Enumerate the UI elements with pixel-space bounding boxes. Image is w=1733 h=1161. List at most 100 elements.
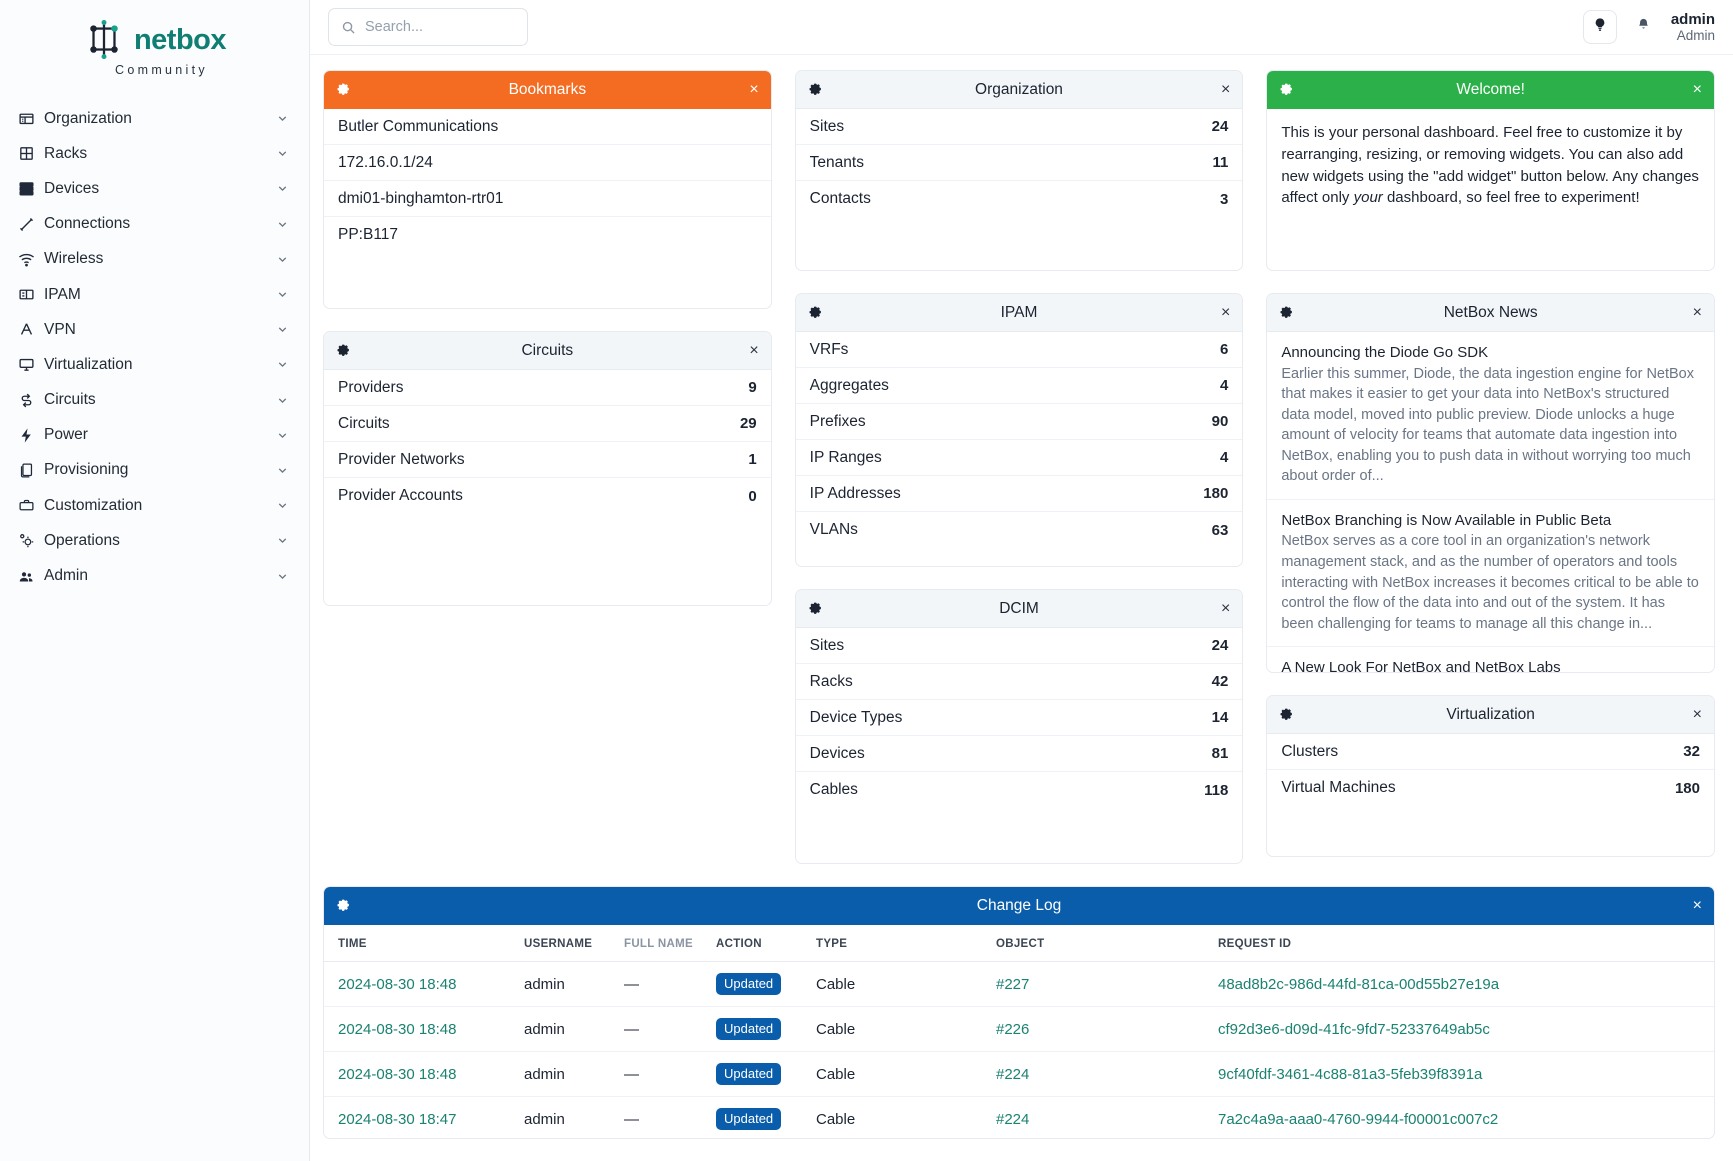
close-icon[interactable]: ×: [1692, 705, 1702, 723]
gear-icon[interactable]: [336, 898, 351, 913]
gear-icon[interactable]: [808, 305, 823, 320]
close-icon[interactable]: ×: [1692, 896, 1702, 914]
stat-row[interactable]: Aggregates 4: [795, 368, 1243, 404]
sidebar-item-devices[interactable]: Devices: [0, 171, 309, 206]
stat-label[interactable]: VLANs: [809, 521, 858, 538]
sidebar-item-racks[interactable]: Racks: [0, 136, 309, 171]
stat-row[interactable]: Circuits 29: [324, 406, 771, 442]
column-header-type[interactable]: TYPE: [802, 925, 982, 962]
sidebar-item-ipam[interactable]: IPAM: [0, 277, 309, 312]
sidebar-item-circuits[interactable]: Circuits: [0, 383, 309, 418]
bookmark-item[interactable]: dmi01-binghamton-rtr01: [324, 181, 771, 217]
stat-row[interactable]: Tenants 11: [795, 145, 1243, 181]
user-menu[interactable]: admin Admin: [1671, 11, 1715, 44]
changelog-object[interactable]: #224: [996, 1110, 1030, 1128]
theme-toggle-button[interactable]: [1582, 10, 1617, 44]
stat-label[interactable]: Providers: [338, 378, 404, 396]
stat-label[interactable]: Prefixes: [809, 412, 866, 430]
sidebar-item-customization[interactable]: Customization: [0, 488, 309, 523]
stat-row[interactable]: Contacts 3: [796, 181, 1243, 217]
sidebar-item-wireless[interactable]: Wireless: [0, 242, 309, 277]
stat-label[interactable]: Sites: [809, 636, 845, 654]
sidebar-item-connections[interactable]: Connections: [0, 207, 309, 242]
column-header-username[interactable]: USERNAME: [510, 925, 610, 962]
sidebar-item-organization[interactable]: Organization: [0, 101, 309, 136]
stat-row[interactable]: Clusters 32: [1267, 734, 1714, 770]
stat-label[interactable]: Aggregates: [809, 376, 889, 394]
bookmark-item[interactable]: PP:B117: [338, 226, 399, 243]
stat-row[interactable]: Prefixes 90: [795, 404, 1243, 440]
gear-icon[interactable]: [808, 82, 823, 97]
stat-label[interactable]: IP Addresses: [809, 484, 901, 502]
stat-label[interactable]: Sites: [809, 117, 845, 135]
stat-row[interactable]: Providers 9: [324, 370, 771, 406]
stat-label[interactable]: Device Types: [809, 708, 903, 726]
brand-logo-block[interactable]: netbox Community: [0, 6, 309, 87]
close-icon[interactable]: ×: [1692, 80, 1702, 98]
stat-row[interactable]: Provider Networks 1: [324, 442, 771, 478]
sidebar-item-virtualization[interactable]: Virtualization: [0, 347, 309, 382]
column-header-action[interactable]: ACTION: [702, 925, 802, 962]
stat-label[interactable]: Provider Networks: [338, 450, 465, 468]
stat-row[interactable]: IP Addresses 180: [795, 476, 1243, 512]
stat-row[interactable]: VRFs 6: [795, 332, 1243, 368]
stat-label[interactable]: Racks: [809, 672, 853, 690]
stat-row[interactable]: Cables 118: [796, 772, 1243, 808]
changelog-time[interactable]: 2024-08-30 18:47: [338, 1110, 457, 1128]
sidebar-item-power[interactable]: Power: [0, 418, 309, 453]
column-header-full-name[interactable]: FULL NAME: [610, 925, 702, 962]
news-title[interactable]: NetBox Branching is Now Available in Pub…: [1281, 511, 1612, 529]
news-title[interactable]: A New Look For NetBox and NetBox Labs: [1281, 659, 1561, 672]
stat-label[interactable]: Contacts: [809, 190, 871, 207]
close-icon[interactable]: ×: [1692, 303, 1702, 321]
changelog-request-id[interactable]: 7a2c4a9a-aaa0-4760-9944-f00001c007c2: [1218, 1110, 1499, 1128]
stat-row[interactable]: Devices 81: [795, 736, 1243, 772]
sidebar-item-vpn[interactable]: VPN: [0, 312, 309, 347]
sidebar-item-operations[interactable]: Operations: [0, 523, 309, 558]
news-item[interactable]: A New Look For NetBox and NetBox Labs: [1267, 647, 1714, 672]
bookmark-item[interactable]: Butler Communications: [324, 109, 771, 145]
stat-row[interactable]: Device Types 14: [795, 700, 1243, 736]
close-icon[interactable]: ×: [1220, 80, 1231, 98]
column-header-time[interactable]: TIME: [324, 925, 510, 962]
changelog-request-id[interactable]: 48ad8b2c-986d-44fd-81ca-00d55b27e19a: [1218, 975, 1500, 993]
changelog-time[interactable]: 2024-08-30 18:48: [338, 1065, 457, 1083]
stat-label[interactable]: Clusters: [1281, 742, 1339, 760]
stat-label[interactable]: Circuits: [338, 414, 390, 432]
stat-label[interactable]: Tenants: [809, 153, 864, 171]
changelog-time[interactable]: 2024-08-30 18:48: [338, 975, 457, 993]
sidebar-item-provisioning[interactable]: Provisioning: [0, 453, 309, 488]
news-item[interactable]: Announcing the Diode Go SDK Earlier this…: [1267, 332, 1714, 500]
changelog-request-id[interactable]: cf92d3e6-d09d-41fc-9fd7-52337649ab5c: [1218, 1020, 1490, 1038]
search-input[interactable]: [365, 19, 515, 35]
stat-label[interactable]: Devices: [809, 744, 865, 762]
close-icon[interactable]: ×: [749, 80, 759, 98]
changelog-time[interactable]: 2024-08-30 18:48: [338, 1020, 457, 1038]
stat-label[interactable]: Cables: [809, 781, 858, 798]
stat-label[interactable]: IP Ranges: [809, 448, 882, 466]
close-icon[interactable]: ×: [1220, 303, 1231, 321]
changelog-object[interactable]: #224: [996, 1065, 1030, 1083]
bookmark-item[interactable]: 172.16.0.1/24: [324, 145, 771, 181]
notifications-button[interactable]: [1631, 12, 1657, 42]
gear-icon[interactable]: [1279, 707, 1294, 722]
gear-icon[interactable]: [808, 601, 823, 616]
stat-row[interactable]: IP Ranges 4: [795, 440, 1243, 476]
gear-icon[interactable]: [336, 343, 351, 358]
stat-row[interactable]: Virtual Machines 180: [1267, 770, 1714, 806]
stat-row[interactable]: Sites 24: [795, 109, 1243, 145]
changelog-object[interactable]: #227: [996, 975, 1030, 993]
stat-label[interactable]: Virtual Machines: [1281, 779, 1396, 796]
news-title[interactable]: Announcing the Diode Go SDK: [1281, 344, 1489, 361]
news-item[interactable]: NetBox Branching is Now Available in Pub…: [1267, 500, 1714, 648]
column-header-request-id[interactable]: REQUEST ID: [1204, 925, 1714, 962]
gear-icon[interactable]: [1279, 82, 1294, 97]
stat-row[interactable]: Provider Accounts 0: [324, 478, 771, 514]
stat-row[interactable]: Sites 24: [795, 628, 1243, 664]
changelog-request-id[interactable]: 9cf40fdf-3461-4c88-81a3-5feb39f8391a: [1218, 1065, 1483, 1083]
column-header-object[interactable]: OBJECT: [982, 925, 1204, 962]
close-icon[interactable]: ×: [1220, 599, 1231, 617]
stat-row[interactable]: VLANs 63: [796, 512, 1243, 548]
search-box[interactable]: [328, 8, 528, 46]
gear-icon[interactable]: [336, 82, 351, 97]
